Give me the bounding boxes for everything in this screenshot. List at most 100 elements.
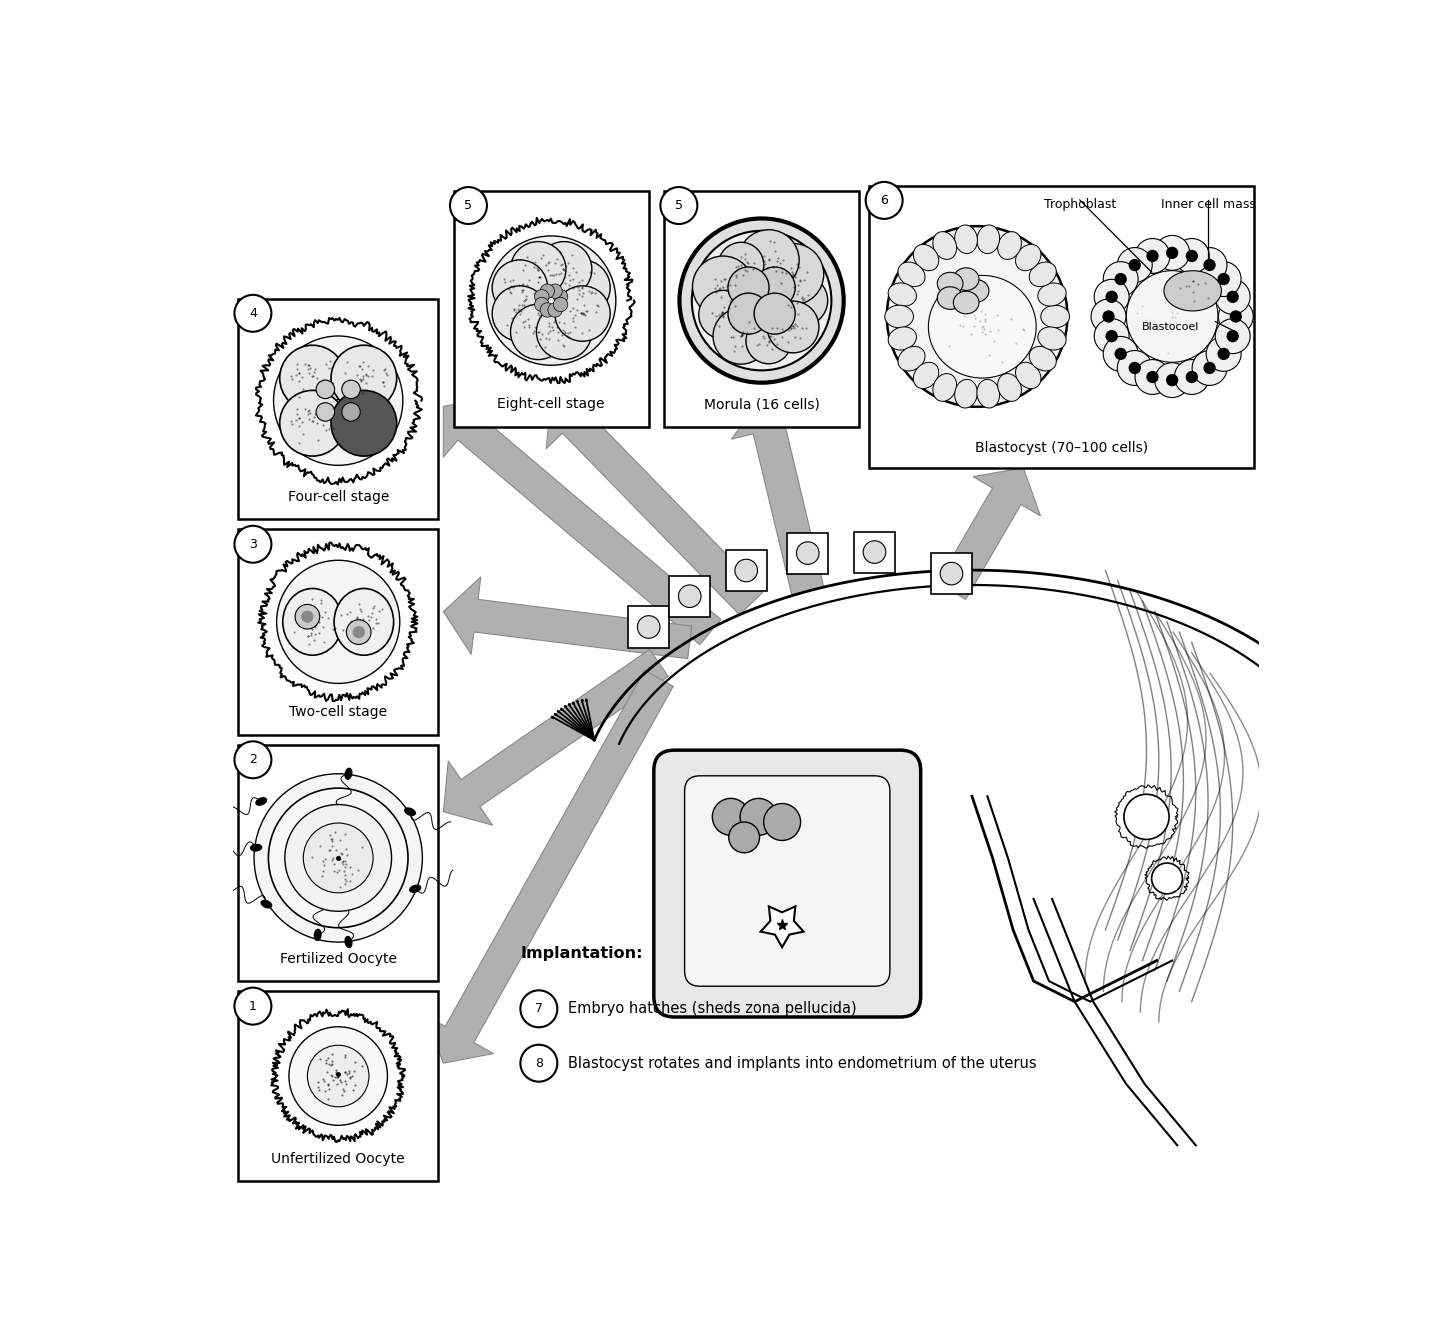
Polygon shape — [760, 906, 804, 948]
Circle shape — [678, 585, 700, 608]
Text: Fertilized Oocyte: Fertilized Oocyte — [280, 952, 396, 965]
Bar — [664, 191, 859, 427]
Circle shape — [1124, 794, 1169, 840]
Ellipse shape — [938, 272, 962, 295]
Text: 8: 8 — [534, 1057, 543, 1069]
Bar — [855, 532, 895, 573]
Circle shape — [778, 276, 827, 325]
Circle shape — [796, 541, 820, 564]
Polygon shape — [444, 577, 692, 659]
Circle shape — [1155, 236, 1190, 271]
Polygon shape — [546, 395, 763, 615]
Circle shape — [280, 391, 345, 456]
Ellipse shape — [954, 291, 978, 313]
Text: Four-cell stage: Four-cell stage — [287, 489, 389, 504]
Circle shape — [1192, 351, 1227, 385]
Circle shape — [754, 293, 795, 335]
Text: Embryo hatches (sheds zona pellucida): Embryo hatches (sheds zona pellucida) — [568, 1001, 856, 1016]
Circle shape — [342, 380, 360, 399]
Bar — [930, 553, 973, 595]
Circle shape — [763, 804, 801, 841]
Circle shape — [1127, 271, 1219, 363]
Ellipse shape — [1038, 327, 1066, 351]
Circle shape — [1155, 363, 1190, 397]
Circle shape — [1117, 351, 1152, 385]
Ellipse shape — [955, 380, 977, 408]
Circle shape — [863, 541, 885, 564]
Circle shape — [1105, 291, 1118, 303]
Circle shape — [1095, 319, 1128, 353]
FancyBboxPatch shape — [684, 776, 890, 986]
Circle shape — [307, 1045, 368, 1106]
Circle shape — [234, 988, 271, 1025]
Circle shape — [1204, 259, 1216, 271]
Text: Blastocoel: Blastocoel — [1142, 321, 1198, 332]
Circle shape — [331, 391, 396, 456]
Ellipse shape — [955, 225, 977, 253]
Circle shape — [540, 284, 555, 299]
Polygon shape — [444, 649, 668, 825]
Bar — [454, 191, 649, 427]
Ellipse shape — [888, 327, 916, 351]
Ellipse shape — [888, 283, 916, 307]
Circle shape — [1217, 348, 1230, 360]
Circle shape — [941, 563, 962, 585]
Circle shape — [745, 319, 792, 364]
Text: Inner cell mass: Inner cell mass — [1160, 197, 1255, 211]
Text: 4: 4 — [249, 307, 256, 320]
Circle shape — [520, 990, 558, 1028]
Ellipse shape — [913, 363, 939, 389]
Circle shape — [1217, 273, 1230, 285]
Circle shape — [713, 308, 769, 364]
Ellipse shape — [933, 232, 957, 260]
Circle shape — [1226, 331, 1239, 343]
Polygon shape — [731, 399, 824, 595]
Circle shape — [1104, 261, 1139, 296]
Circle shape — [316, 380, 335, 399]
Circle shape — [1175, 239, 1210, 273]
Circle shape — [301, 611, 313, 623]
Circle shape — [331, 345, 396, 411]
Circle shape — [511, 304, 566, 360]
Text: 6: 6 — [881, 193, 888, 207]
Circle shape — [492, 260, 547, 316]
Circle shape — [1216, 319, 1251, 353]
Ellipse shape — [997, 232, 1022, 260]
Text: Trophoblast: Trophoblast — [1044, 197, 1115, 211]
Circle shape — [661, 187, 697, 224]
Circle shape — [692, 231, 831, 371]
Circle shape — [729, 822, 760, 853]
Circle shape — [486, 236, 616, 365]
Circle shape — [1117, 248, 1152, 283]
Circle shape — [1226, 291, 1239, 303]
Circle shape — [277, 560, 400, 684]
Circle shape — [555, 285, 610, 341]
Ellipse shape — [977, 380, 1000, 408]
Bar — [239, 992, 438, 1181]
Ellipse shape — [345, 937, 352, 948]
Ellipse shape — [1041, 305, 1070, 328]
Bar — [670, 576, 711, 617]
Circle shape — [1095, 280, 1128, 315]
Polygon shape — [938, 468, 1041, 600]
Circle shape — [763, 244, 824, 305]
FancyBboxPatch shape — [654, 750, 920, 1017]
Circle shape — [1219, 299, 1254, 335]
Bar — [725, 551, 767, 591]
Circle shape — [712, 798, 750, 836]
Circle shape — [718, 243, 764, 288]
Ellipse shape — [954, 268, 978, 291]
Text: Eight-cell stage: Eight-cell stage — [498, 397, 604, 412]
Bar — [239, 299, 438, 520]
Circle shape — [520, 1045, 558, 1081]
Ellipse shape — [929, 276, 1037, 379]
Ellipse shape — [964, 280, 989, 303]
Circle shape — [699, 291, 747, 339]
Ellipse shape — [913, 244, 939, 271]
Circle shape — [1146, 249, 1159, 263]
Circle shape — [1166, 375, 1178, 387]
Ellipse shape — [345, 768, 352, 780]
Ellipse shape — [885, 305, 913, 328]
Circle shape — [547, 303, 562, 317]
Text: Blastocyst rotates and implants into endometrium of the uterus: Blastocyst rotates and implants into end… — [568, 1056, 1037, 1070]
